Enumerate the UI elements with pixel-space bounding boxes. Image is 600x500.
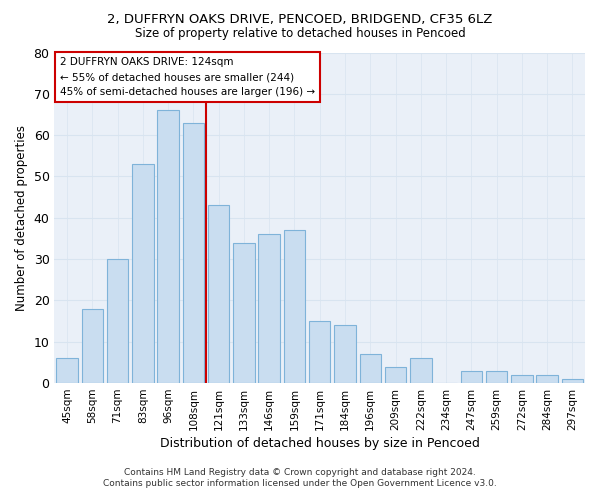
Bar: [334, 325, 356, 383]
Bar: [486, 370, 508, 383]
Bar: [56, 358, 78, 383]
Text: 2, DUFFRYN OAKS DRIVE, PENCOED, BRIDGEND, CF35 6LZ: 2, DUFFRYN OAKS DRIVE, PENCOED, BRIDGEND…: [107, 12, 493, 26]
Bar: [284, 230, 305, 383]
Text: Contains HM Land Registry data © Crown copyright and database right 2024.
Contai: Contains HM Land Registry data © Crown c…: [103, 468, 497, 487]
Bar: [233, 242, 254, 383]
Bar: [182, 122, 204, 383]
Bar: [511, 375, 533, 383]
Bar: [259, 234, 280, 383]
Bar: [385, 366, 406, 383]
Bar: [410, 358, 431, 383]
Y-axis label: Number of detached properties: Number of detached properties: [15, 125, 28, 311]
Bar: [309, 321, 331, 383]
Bar: [359, 354, 381, 383]
Bar: [132, 164, 154, 383]
Bar: [107, 259, 128, 383]
X-axis label: Distribution of detached houses by size in Pencoed: Distribution of detached houses by size …: [160, 437, 479, 450]
Bar: [208, 206, 229, 383]
Bar: [82, 308, 103, 383]
Bar: [536, 375, 558, 383]
Bar: [461, 370, 482, 383]
Text: Size of property relative to detached houses in Pencoed: Size of property relative to detached ho…: [134, 28, 466, 40]
Bar: [157, 110, 179, 383]
Text: 2 DUFFRYN OAKS DRIVE: 124sqm
← 55% of detached houses are smaller (244)
45% of s: 2 DUFFRYN OAKS DRIVE: 124sqm ← 55% of de…: [60, 58, 315, 97]
Bar: [562, 379, 583, 383]
